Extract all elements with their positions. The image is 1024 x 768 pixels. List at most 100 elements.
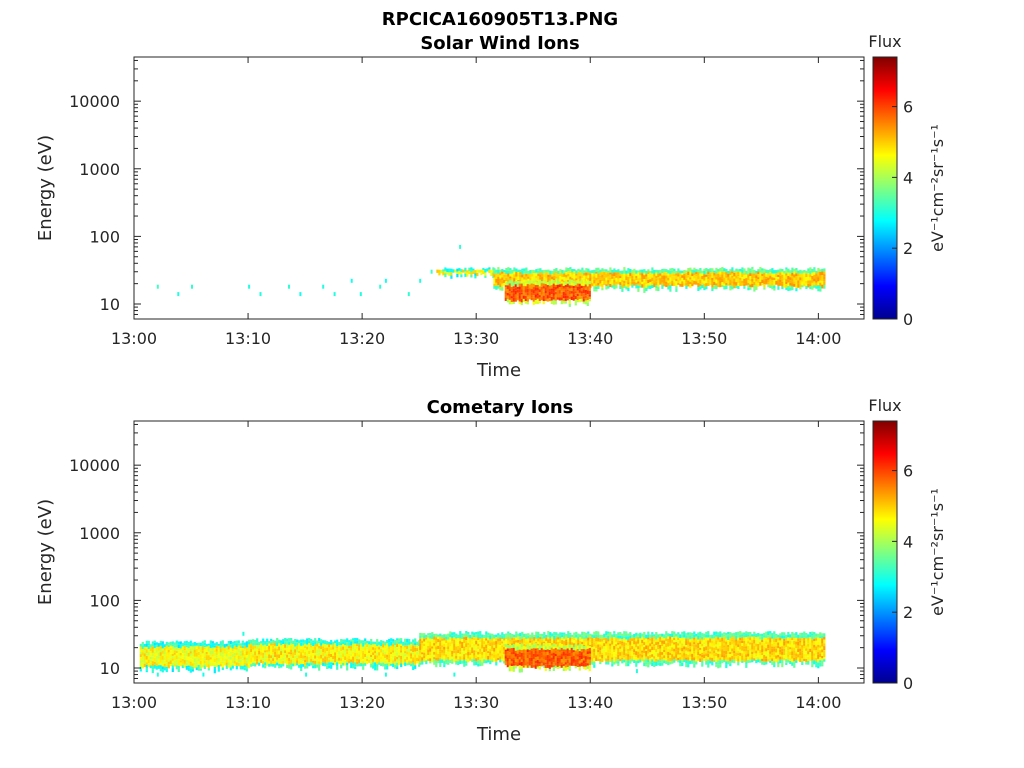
heatmap-cell: [715, 271, 718, 274]
heatmap-cell: [278, 663, 281, 667]
heatmap-cell: [512, 292, 515, 295]
heatmap-cell: [585, 279, 588, 281]
heatmap-cell: [597, 631, 600, 636]
heatmap-cell: [445, 654, 448, 657]
heatmap-cell: [360, 649, 363, 654]
heatmap-cell: [787, 654, 790, 657]
heatmap-cell: [821, 278, 824, 282]
heatmap-cell: [421, 637, 424, 641]
heatmap-cell: [793, 271, 796, 275]
heatmap-cell: [637, 278, 640, 282]
heatmap-cell: [593, 289, 596, 292]
heatmap-cell: [649, 634, 652, 639]
heatmap-cell: [771, 655, 774, 659]
heatmap-cell: [793, 283, 796, 287]
heatmap-cell: [484, 275, 487, 278]
heatmap-cell: [771, 658, 774, 662]
heatmap-cell: [571, 639, 574, 643]
heatmap-cell: [555, 635, 558, 638]
heatmap-cell: [565, 277, 568, 280]
heatmap-cell: [223, 658, 226, 662]
heatmap-cell: [441, 640, 444, 643]
heatmap-cell: [316, 644, 319, 647]
band-0: [139, 640, 250, 674]
heatmap-cell: [501, 654, 504, 659]
heatmap-cell: [508, 280, 511, 284]
heatmap-cell: [593, 279, 596, 284]
heatmap-cell: [657, 280, 660, 284]
heatmap-cell: [691, 638, 694, 642]
heatmap-cell: [665, 635, 668, 639]
heatmap-cell: [723, 645, 726, 648]
heatmap-cell: [451, 638, 454, 642]
heatmap-cell: [552, 299, 555, 302]
heatmap-cell: [651, 281, 654, 285]
heatmap-cell: [461, 642, 464, 645]
heatmap-cell: [537, 635, 540, 639]
heatmap-cell: [250, 643, 253, 647]
heatmap-cell: [382, 643, 385, 648]
heatmap-cell: [435, 646, 438, 650]
heatmap-cell: [554, 291, 557, 295]
heatmap-cell: [292, 660, 295, 664]
heatmap-cells: [139, 631, 826, 677]
heatmap-cell: [635, 641, 638, 645]
heatmap-cell: [647, 661, 650, 665]
heatmap-cell: [823, 276, 826, 279]
heatmap-cell: [821, 646, 824, 650]
heatmap-cell: [485, 644, 488, 649]
heatmap-cell: [631, 646, 634, 650]
heatmap-cell: [625, 639, 628, 643]
heatmap-cell: [302, 661, 305, 664]
heatmap-cell: [735, 632, 738, 636]
heatmap-cell: [217, 648, 220, 651]
heatmap-cell: [709, 272, 712, 275]
heatmap-cell: [376, 664, 379, 667]
heatmap-cell: [705, 661, 708, 665]
heatmap-cell: [213, 650, 216, 653]
heatmap-cell: [723, 653, 726, 656]
heatmap-cell: [177, 665, 180, 669]
heatmap-cell: [697, 658, 700, 661]
heatmap-cell: [609, 272, 612, 275]
heatmap-cell: [669, 661, 672, 665]
heatmap-cell: [751, 649, 754, 652]
heatmap-cell: [691, 269, 694, 274]
heatmap-cell: [615, 660, 618, 664]
heatmap-cell: [504, 297, 507, 301]
heatmap-cell: [493, 641, 496, 646]
heatmap-cell: [503, 657, 506, 661]
heatmap-cell: [467, 639, 470, 643]
heatmap-cell: [617, 659, 620, 662]
heatmap-cell: [693, 272, 696, 276]
heatmap-cell: [791, 634, 794, 638]
heatmap-cell: [821, 271, 824, 276]
heatmap-cell: [443, 664, 446, 668]
heatmap-cell: [396, 643, 399, 648]
heatmap-cell: [739, 658, 742, 662]
heatmap-cell: [621, 276, 624, 280]
heatmap-cell: [537, 643, 540, 647]
heatmap-cell: [207, 668, 210, 671]
heatmap-cell: [781, 274, 784, 279]
heatmap-cell: [733, 632, 736, 637]
heatmap-cell: [617, 651, 620, 655]
heatmap-cell: [761, 648, 764, 653]
heatmap-cell: [207, 648, 210, 652]
heatmap-cell: [753, 282, 756, 285]
heatmap-cell: [570, 291, 573, 294]
heatmap-cell: [522, 298, 525, 302]
heatmap-cell: [183, 643, 186, 646]
heatmap-cell: [601, 638, 604, 642]
heatmap-cell: [621, 280, 624, 283]
heatmap-cell: [239, 659, 242, 662]
heatmap-cell: [603, 651, 606, 654]
heatmap-cell: [282, 657, 285, 661]
heatmap-cell: [427, 645, 430, 650]
heatmap-cell: [258, 648, 261, 651]
heatmap-cell: [406, 660, 409, 664]
heatmap-cell: [529, 270, 532, 274]
heatmap-cell: [639, 653, 642, 657]
heatmap-cell: [625, 660, 628, 663]
heatmap-cell: [433, 654, 436, 658]
